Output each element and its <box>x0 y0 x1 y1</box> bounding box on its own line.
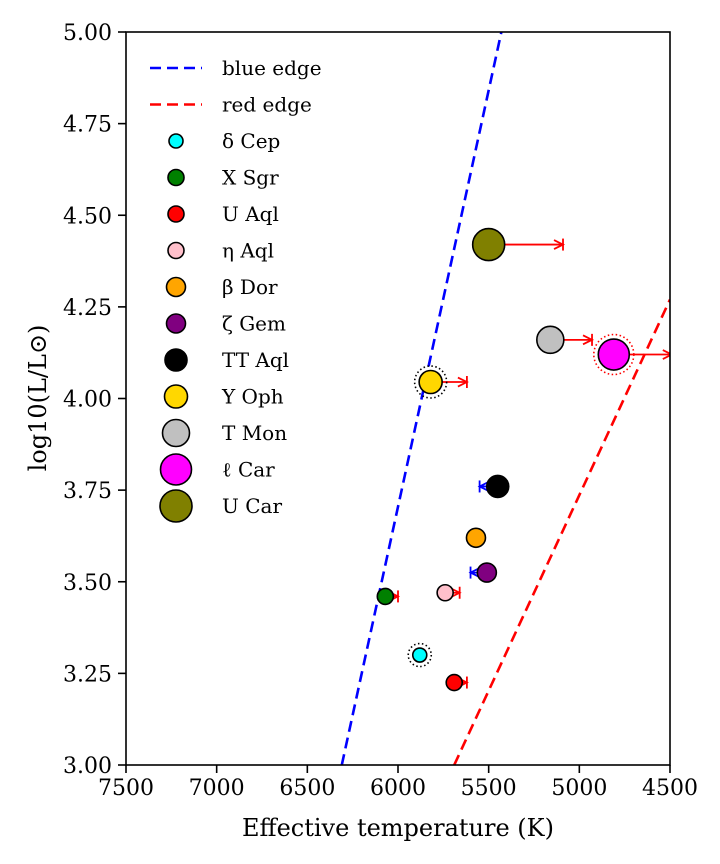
y-tick-label: 4.00 <box>63 388 112 413</box>
legend-marker <box>165 313 187 334</box>
legend-label: X Sgr <box>222 166 279 190</box>
legend-label: ζ Gem <box>222 312 286 336</box>
legend-label: η Aql <box>222 239 274 263</box>
legend-marker <box>164 348 188 372</box>
data-point <box>476 562 498 583</box>
x-tick-label: 6500 <box>279 776 335 801</box>
dotted-ring <box>413 365 448 399</box>
legend-marker <box>167 205 185 223</box>
legend: blue edge red edge δ Cep X Sgr U Aql η Aql β D… <box>150 56 322 523</box>
legend-label: δ Cep <box>222 129 280 153</box>
y-tick-label: 4.25 <box>63 296 112 321</box>
dotted-ring <box>407 642 433 668</box>
legend-marker <box>161 418 191 448</box>
x-tick-label: 5000 <box>551 776 607 801</box>
legend-label: Y Oph <box>221 385 284 409</box>
legend-label: TT Aql <box>222 348 289 372</box>
legend-label: U Aql <box>222 202 279 226</box>
x-tick-label: 6000 <box>370 776 426 801</box>
data-point <box>436 583 454 602</box>
legend-label: U Car <box>222 494 282 518</box>
legend-label: T Mon <box>222 421 287 445</box>
dotted-ring <box>592 333 635 376</box>
data-point <box>471 227 506 262</box>
x-tick-label: 4500 <box>642 776 698 801</box>
y-tick-label: 3.25 <box>63 662 112 687</box>
legend-marker <box>167 168 185 187</box>
y-tick-label: 4.75 <box>63 113 112 138</box>
legend-label: ℓ Car <box>222 458 275 482</box>
data-point <box>418 369 443 395</box>
arrow-head <box>662 349 670 360</box>
data-point <box>485 474 510 499</box>
legend-marker <box>159 489 193 523</box>
data-point <box>597 338 631 371</box>
y-axis: 3.00 3.25 3.50 3.75 4.00 4.25 4.50 4.75 5.00 <box>63 21 126 779</box>
x-tick-label: 5500 <box>461 776 517 801</box>
data-point <box>376 587 395 606</box>
legend-marker <box>168 133 184 149</box>
y-axis-label: log10(L/L⊙) <box>24 325 52 472</box>
y-tick-label: 3.00 <box>63 754 112 779</box>
legend-label: blue edge <box>222 56 322 80</box>
y-tick-label: 3.75 <box>63 479 112 504</box>
legend-marker <box>159 453 193 486</box>
red-edge-line <box>453 298 670 765</box>
data-point <box>536 325 565 355</box>
legend-marker <box>165 276 187 298</box>
data-point <box>465 527 487 549</box>
y-tick-label: 4.50 <box>63 204 112 229</box>
legend-label: β Dor <box>222 275 278 299</box>
legend-marker <box>167 241 185 260</box>
legend-marker <box>163 384 189 409</box>
blue-edge-line <box>340 32 503 765</box>
plot-content <box>340 32 670 765</box>
y-tick-label: 3.50 <box>63 571 112 596</box>
x-tick-label: 7500 <box>98 776 154 801</box>
x-axis: 7500 7000 6500 6000 5500 5000 4500 <box>98 765 698 801</box>
plot-area <box>340 32 670 765</box>
data-point <box>411 647 428 663</box>
x-axis-label: Effective temperature (K) <box>242 814 554 842</box>
legend-label: red edge <box>222 93 312 117</box>
x-tick-label: 7000 <box>189 776 245 801</box>
data-point <box>445 673 464 692</box>
y-tick-label: 5.00 <box>63 21 112 46</box>
axes-frame <box>125 31 671 766</box>
